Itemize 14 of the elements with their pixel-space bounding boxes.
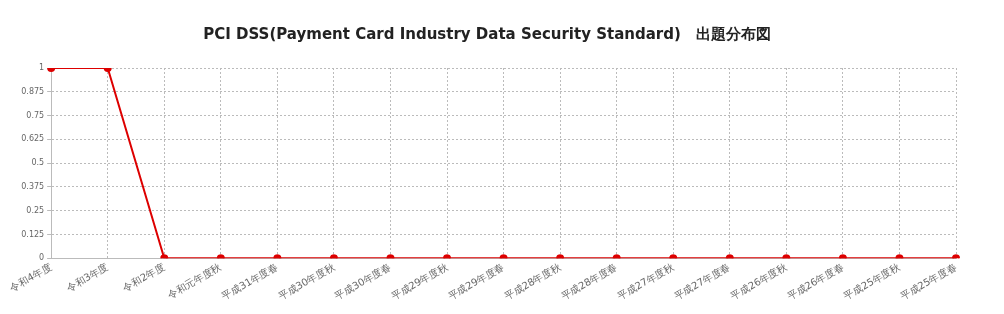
y-tick-label: 0.125 [21,229,45,239]
y-tick-label: 1 [39,63,45,73]
x-tick-label: 平成25年度春 [898,260,959,302]
chart-title: PCI DSS(Payment Card Industry Data Security Standard) 出題分布図 [203,24,771,43]
y-tick-label: 0.5 [31,158,45,168]
y-tick-label: 0 [39,253,45,263]
x-tick-label: 令和2年度 [120,260,167,294]
y-tick-label: 0.875 [21,86,45,96]
y-tick-label: 0.625 [21,134,45,144]
y-tick-label: 0.75 [26,110,45,120]
x-tick-label: 令和4年度 [7,260,54,294]
y-tick-label: 0.25 [26,205,45,215]
y-tick-label: 0.375 [21,181,45,191]
x-tick-label: 令和3年度 [64,260,110,294]
